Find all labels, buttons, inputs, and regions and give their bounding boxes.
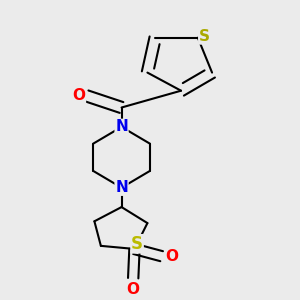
Text: O: O [127,281,140,296]
Text: S: S [199,29,210,44]
Text: S: S [131,235,143,253]
Text: N: N [115,119,128,134]
Text: O: O [72,88,86,104]
Text: N: N [115,180,128,195]
Text: O: O [165,249,178,264]
